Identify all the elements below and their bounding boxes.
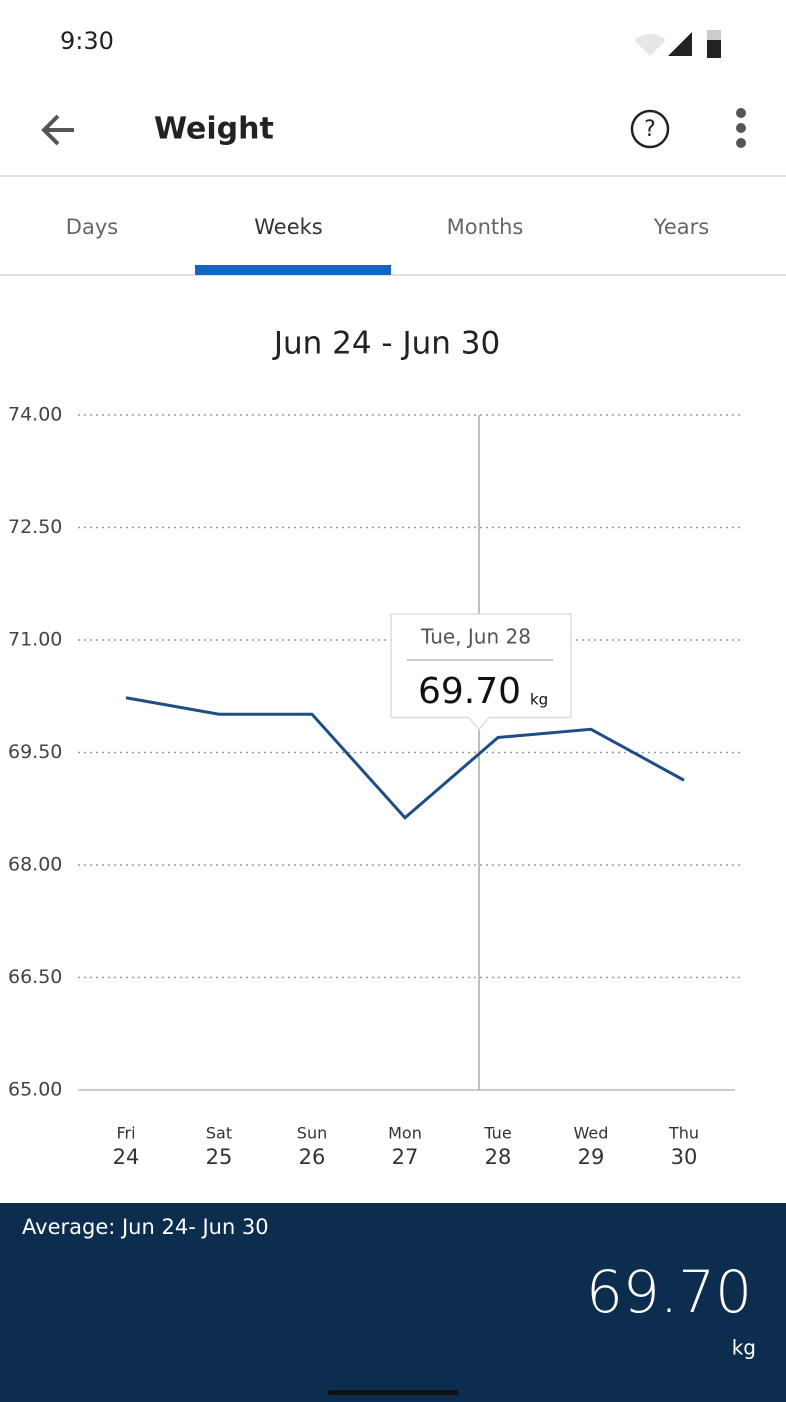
dot [736,123,746,133]
tooltip-value: 69.70 [418,671,521,712]
footer [0,1203,786,1402]
tab-bar: Days Weeks Months Years [66,215,709,275]
tab[interactable]: Years [653,215,709,239]
x-tick-date: 26 [299,1145,326,1169]
x-tick-label: Wed [574,1124,609,1143]
y-tick-label: 65.00 [8,1079,62,1101]
tab[interactable]: Months [447,215,524,239]
chart: 65.00 66.50 68.00 69.50 71.00 72.50 74.00 Fri 24… [8,404,742,1169]
chart-title: Jun 24 - Jun 30 [272,326,500,362]
average-unit: kg [732,1336,756,1360]
average-label: Average: Jun 24- Jun 30 [22,1215,269,1239]
home-indicator [328,1390,458,1395]
average-value: 69.70 [586,1258,752,1326]
tab[interactable]: Weeks [254,215,322,239]
x-tick-label: Mon [388,1124,422,1143]
x-tick-label: Thu [668,1124,699,1143]
menu-button[interactable] [736,108,746,148]
y-tick-label: 71.00 [8,629,62,651]
back-button[interactable] [41,114,74,146]
wifi-icon [634,34,666,56]
x-tick-date: 28 [485,1145,512,1169]
page-title: Weight [154,112,274,147]
tab-indicator [195,265,391,275]
x-tick-date: 30 [671,1145,698,1169]
x-tick-label: Sat [206,1124,232,1143]
dot [736,138,746,148]
y-tick-label: 68.00 [8,854,62,876]
tooltip-box [390,613,572,731]
y-tick-label: 72.50 [8,516,62,538]
x-tick-label: Fri [116,1124,135,1143]
x-tick-label: Sun [297,1124,327,1143]
data-line [125,696,685,820]
tab[interactable]: Days [66,215,118,239]
battery-level [707,40,721,58]
help-circle [630,109,670,149]
help-glyph: ? [644,117,656,142]
x-tick-date: 24 [113,1145,140,1169]
x-tick-date: 29 [578,1145,605,1169]
y-tick-label: 66.50 [8,966,62,988]
status-time: 9:30 [60,27,114,55]
tooltip-unit: kg [530,691,548,709]
tooltip: Tue, Jun 28 69.70 kg [390,613,572,731]
y-tick-label: 69.50 [8,741,62,763]
x-tick-date: 25 [206,1145,233,1169]
x-tick-label: Tue [483,1124,511,1143]
signal-icon [668,32,692,56]
y-tick-label: 74.00 [8,404,62,426]
x-tick-date: 27 [392,1145,419,1169]
tooltip-title: Tue, Jun 28 [420,625,531,649]
help-button[interactable]: ? [630,109,670,149]
dot [736,108,746,118]
